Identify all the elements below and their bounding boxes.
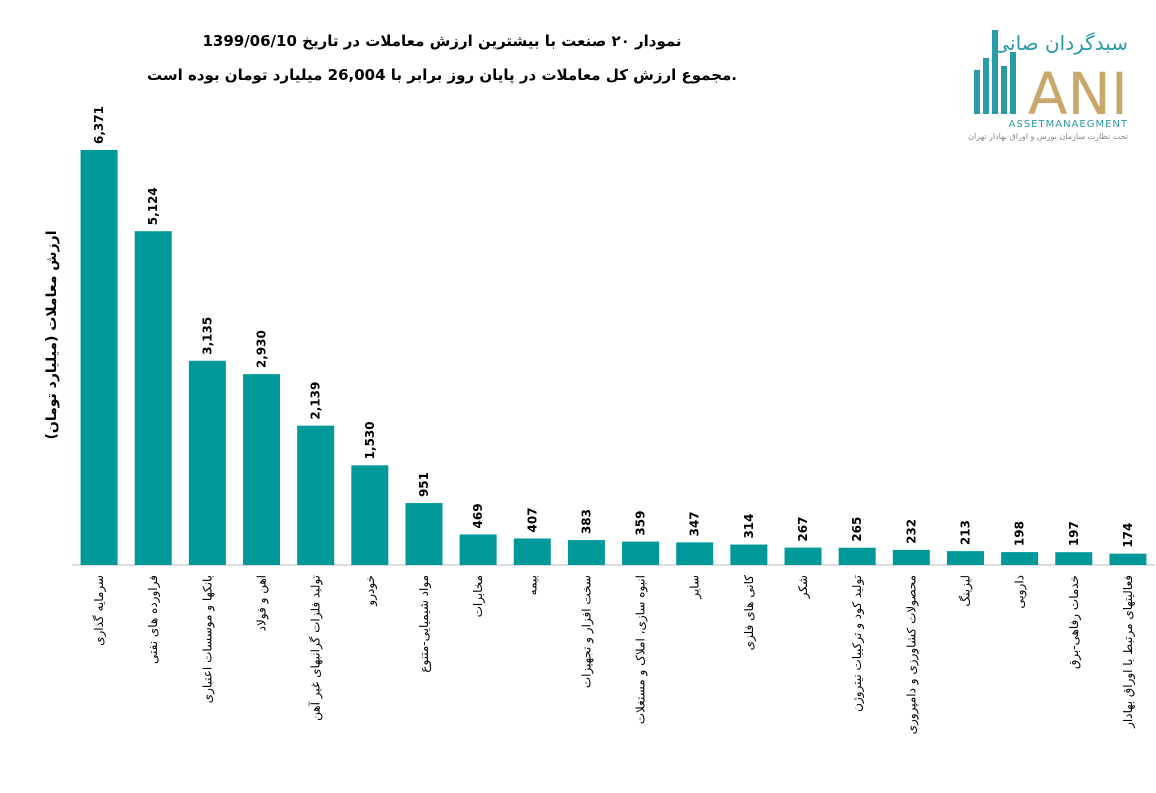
logo-note: تحت نظارت سازمان بورس و اوراق بهادار تهر… bbox=[968, 132, 1128, 141]
logo-bar bbox=[1010, 52, 1016, 114]
value-label: 265 bbox=[850, 517, 864, 542]
bar bbox=[351, 465, 389, 565]
x-tick-label: خودرو bbox=[363, 575, 378, 607]
logo-bar bbox=[974, 70, 980, 114]
x-tick-label: سخت افزار و تجهیزات bbox=[579, 575, 594, 688]
x-tick-label: انبوه سازی، املاک و مستغلات bbox=[634, 575, 649, 724]
value-label: 469 bbox=[471, 503, 485, 528]
bar bbox=[405, 503, 443, 565]
value-label: 314 bbox=[742, 513, 756, 538]
x-tick-label: کانی های فلزی bbox=[742, 575, 757, 651]
bar bbox=[567, 540, 605, 565]
logo-bar bbox=[983, 58, 989, 114]
value-label: 197 bbox=[1067, 521, 1081, 546]
x-tick-label: سرمایه گذاری bbox=[92, 575, 107, 646]
bar bbox=[297, 425, 335, 565]
x-tick-label: خدمات رفاهی-برق bbox=[1067, 575, 1082, 669]
x-tick-label: سایر bbox=[688, 575, 703, 600]
value-label: 6,371 bbox=[92, 106, 106, 144]
value-label: 174 bbox=[1121, 523, 1135, 548]
bar bbox=[80, 149, 118, 565]
x-tick-label: تولید فلزات گرانبهای غیر آهن bbox=[308, 575, 324, 721]
chart-title: نمودار ۲۰ صنعت با بیشترین ارزش معاملات د… bbox=[202, 32, 681, 50]
bar bbox=[730, 544, 768, 565]
x-tick-label: فعالیتهای مرتبط با اوراق بهادار bbox=[1121, 575, 1136, 729]
bar bbox=[1055, 552, 1093, 565]
value-label: 1,530 bbox=[363, 421, 377, 459]
bar bbox=[188, 360, 226, 565]
x-tick-label: تولید کود و ترکیبات نیتروژن bbox=[850, 575, 865, 712]
value-label: 359 bbox=[634, 511, 648, 536]
x-tick-label: محصولات کشاورزی و دامپروری bbox=[904, 575, 919, 734]
x-tick-label: مواد شیمیایی-متنوع bbox=[417, 575, 432, 673]
bar bbox=[676, 542, 714, 565]
bar bbox=[134, 231, 172, 565]
x-tick-label: مخابرات bbox=[471, 575, 486, 617]
value-label: 407 bbox=[525, 507, 539, 532]
logo-tagline: ASSETMANAEGMENT bbox=[1009, 119, 1128, 130]
value-label: 232 bbox=[904, 519, 918, 544]
logo-mark: ANI bbox=[1028, 60, 1128, 128]
x-tick-label: بیمه bbox=[525, 575, 539, 595]
value-label: 3,135 bbox=[200, 317, 214, 355]
value-label: 347 bbox=[688, 511, 702, 536]
x-tick-label: فراورده های نفتی bbox=[146, 575, 161, 664]
chart-subtitle: مجموع ارزش کل معاملات در پایان روز برابر… bbox=[147, 66, 737, 85]
bar bbox=[459, 534, 497, 565]
value-label: 2,930 bbox=[255, 330, 269, 368]
value-label: 213 bbox=[958, 520, 972, 545]
x-tick-label: دارویی bbox=[1013, 575, 1028, 609]
bar bbox=[946, 551, 984, 565]
y-axis-label: ارزش معاملات (میلیارد تومان) bbox=[44, 230, 60, 439]
bar bbox=[243, 374, 281, 565]
value-label: 5,124 bbox=[146, 187, 160, 225]
value-label: 2,139 bbox=[309, 382, 323, 420]
bar bbox=[622, 541, 660, 565]
value-label: 267 bbox=[796, 517, 810, 542]
bar bbox=[513, 538, 551, 565]
bar bbox=[892, 549, 930, 565]
bar bbox=[784, 547, 822, 565]
logo-bar bbox=[992, 30, 998, 114]
bar bbox=[1109, 553, 1147, 565]
value-label: 383 bbox=[579, 509, 593, 534]
value-label: 951 bbox=[417, 472, 431, 497]
bar bbox=[1001, 552, 1039, 565]
x-tick-label: اهن و فولاد bbox=[255, 575, 270, 631]
logo-bar bbox=[1001, 66, 1007, 114]
x-tick-label: بانکها و موسسات اعتباری bbox=[200, 575, 215, 703]
logo: سبدگردان صانی ANI ASSETMANAEGMENT تحت نظ… bbox=[968, 30, 1128, 141]
logo-name: سبدگردان صانی bbox=[993, 31, 1128, 55]
value-label: 198 bbox=[1013, 521, 1027, 546]
x-tick-label: لیزینگ bbox=[958, 575, 973, 607]
bar bbox=[838, 547, 876, 565]
x-tick-label: شکر bbox=[796, 575, 811, 599]
